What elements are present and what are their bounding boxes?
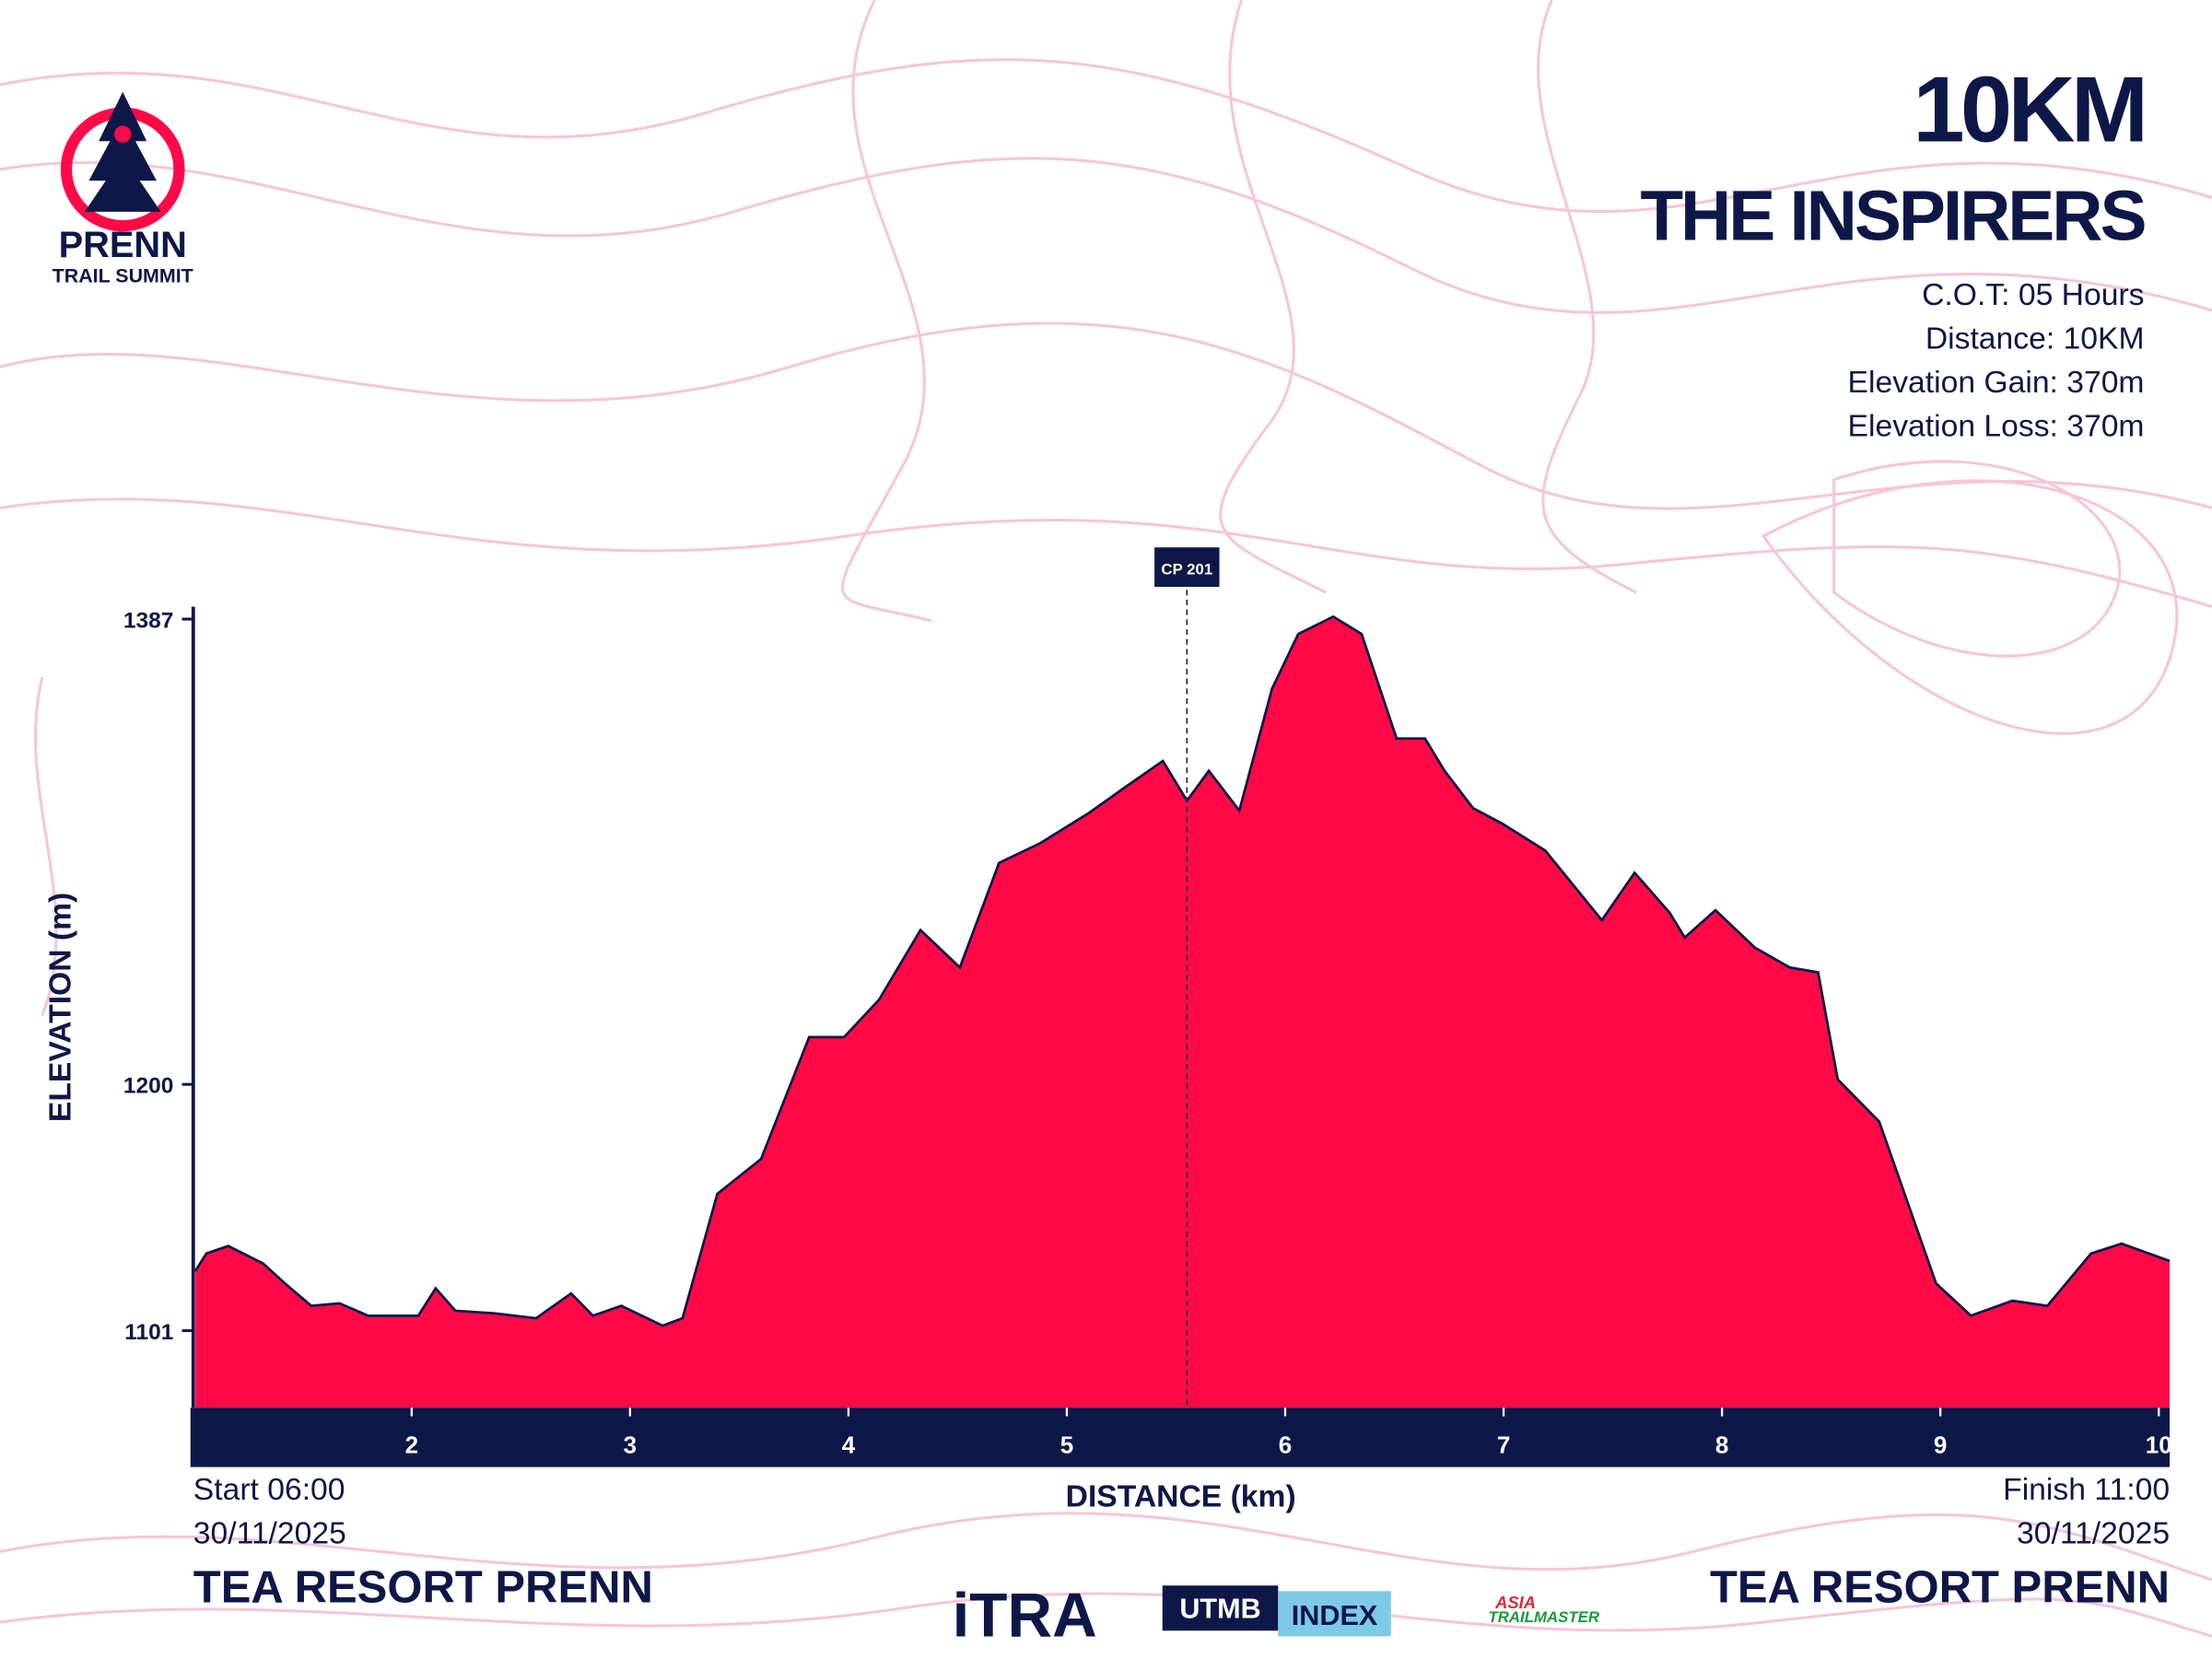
x-axis-label: DISTANCE (km) [1066,1479,1296,1513]
x-tick-label: 7 [1497,1431,1510,1458]
finish-time: Finish 11:00 [2003,1473,2170,1507]
title: 10KM [1913,58,2144,161]
elevation-line [193,614,2171,1327]
x-axis-band [190,1408,2171,1467]
logo-tagline: TRAIL SUMMIT [53,264,193,286]
checkpoint-label: CP 201 [1161,560,1212,578]
start-place: TEA RESORT PRENN [193,1563,653,1613]
subtitle: THE INSPIRERS [1640,177,2145,255]
info-line: Distance: 10KM [1925,321,2145,356]
sponsor-utmb: UTMB [1179,1593,1260,1624]
finish-date: 30/11/2025 [2017,1516,2170,1550]
x-tick-label: 6 [1279,1431,1292,1458]
info-line: Elevation Loss: 370m [1848,409,2145,443]
checkpoint-box [1154,547,1220,588]
start-time: Start 06:00 [193,1473,345,1507]
x-tick-label: 8 [1715,1431,1728,1458]
elevation-area [195,616,2171,1408]
x-tick-label: 4 [842,1431,856,1458]
y-tick-label: 1387 [123,608,174,633]
x-tick-label: 9 [1934,1431,1947,1458]
sponsor-utmb-box [1162,1585,1279,1631]
logo-tree [84,91,161,212]
info-line: Elevation Gain: 370m [1848,366,2145,400]
y-tick-label: 1200 [123,1073,174,1098]
y-axis-label: ELEVATION (m) [44,893,78,1122]
info-line: C.O.T: 05 Hours [1922,278,2144,312]
x-tick-label: 5 [1060,1431,1073,1458]
sponsors: iTRA UTMB INDEX ASIA TRAILMASTER [953,1581,1600,1650]
sponsor-trailmaster: TRAILMASTER [1488,1608,1599,1626]
sponsor-index-box [1278,1591,1391,1637]
x-tick-label: 3 [624,1431,637,1458]
x-tick-label: 2 [405,1431,418,1458]
logo-runner [114,125,132,143]
y-tick-label: 1101 [124,1320,173,1345]
start-date: 30/11/2025 [193,1516,346,1550]
logo: PRENN TRAIL SUMMIT [53,91,193,286]
sponsor-asia: ASIA [1494,1593,1536,1612]
sponsor-index: INDEX [1292,1600,1378,1631]
x-tick-label: 10 [2146,1431,2172,1458]
finish-place: TEA RESORT PRENN [1710,1563,2170,1613]
logo-name: PRENN [59,225,187,265]
sponsor-itra: iTRA [953,1581,1097,1650]
